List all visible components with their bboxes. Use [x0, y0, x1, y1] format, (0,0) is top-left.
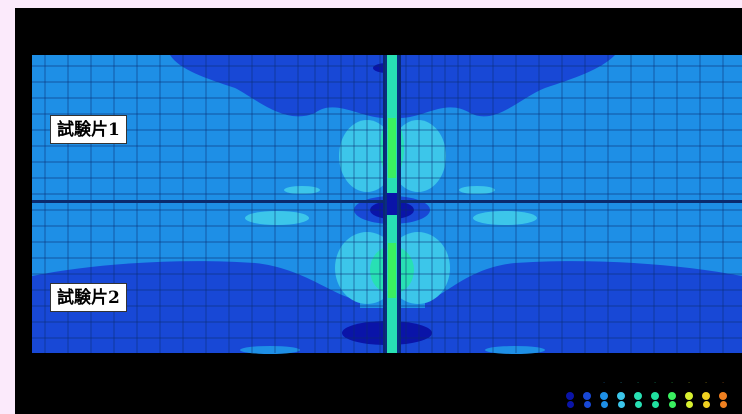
- legend-color-swatch: [617, 392, 625, 400]
- legend-color-swatch: [634, 392, 642, 400]
- legend-item: ·: [682, 378, 696, 412]
- legend-item: ·: [665, 378, 679, 412]
- legend-color-swatch: [566, 392, 574, 400]
- legend-color-swatch: [685, 392, 693, 400]
- legend-color-swatch: [583, 401, 591, 408]
- legend-color-swatch: [651, 392, 659, 400]
- streak-upper-left: [284, 186, 320, 194]
- bottom-edge-light-spot-right: [485, 346, 545, 354]
- legend-tick-label: ·: [705, 380, 707, 386]
- legend-color-swatch: [719, 401, 727, 408]
- streak-lower-left: [245, 211, 309, 225]
- legend-item: [580, 378, 594, 412]
- legend-item: ·: [614, 378, 628, 412]
- top-left-low-stress-region: [170, 55, 385, 118]
- legend-tick-label: ·: [722, 380, 724, 386]
- legend-color-swatch: [702, 401, 710, 408]
- legend-tick-label: ·: [620, 380, 622, 386]
- bottom-low-stress-region-right: [425, 261, 742, 353]
- center-bar-peak-upper: [388, 118, 396, 178]
- legend-tick-label: ·: [654, 380, 656, 386]
- legend-color-swatch: [600, 392, 608, 400]
- legend-tick-label: ·: [637, 380, 639, 386]
- legend-color-swatch: [719, 392, 727, 400]
- streak-upper-right: [459, 186, 495, 194]
- legend-color-swatch: [668, 401, 676, 408]
- fea-figure-frame: 試験片1 試験片2 · · · · · · · ·: [15, 8, 742, 414]
- legend-color-swatch: [651, 401, 659, 408]
- specimen-2-label: 試験片2: [50, 283, 127, 312]
- top-right-low-stress-region: [400, 55, 615, 118]
- legend-item: ·: [631, 378, 645, 412]
- legend-item: ·: [597, 378, 611, 412]
- legend-tick-label: ·: [688, 380, 690, 386]
- center-bar-joint: [387, 193, 397, 215]
- legend-color-swatch: [566, 401, 574, 408]
- specimen-1-label: 試験片1: [50, 115, 127, 144]
- legend-item: ·: [699, 378, 713, 412]
- bottom-edge-light-spot-left: [240, 346, 300, 354]
- legend-color-swatch: [634, 401, 642, 408]
- legend-tick-label: ·: [671, 380, 673, 386]
- legend-color-swatch: [600, 401, 608, 408]
- legend-color-swatch: [702, 392, 710, 400]
- stress-contour-plot: [32, 55, 742, 354]
- legend-tick-label: ·: [603, 380, 605, 386]
- color-scale-legend: · · · · · · · ·: [563, 378, 742, 412]
- streak-lower-right: [473, 211, 537, 225]
- legend-color-swatch: [685, 401, 693, 408]
- legend-item: [563, 378, 577, 412]
- legend-color-swatch: [583, 392, 591, 400]
- legend-item: ·: [716, 378, 730, 412]
- legend-color-swatch: [668, 392, 676, 400]
- legend-color-swatch: [617, 401, 625, 408]
- legend-item: ·: [648, 378, 662, 412]
- center-bar-peak-lower: [388, 243, 396, 298]
